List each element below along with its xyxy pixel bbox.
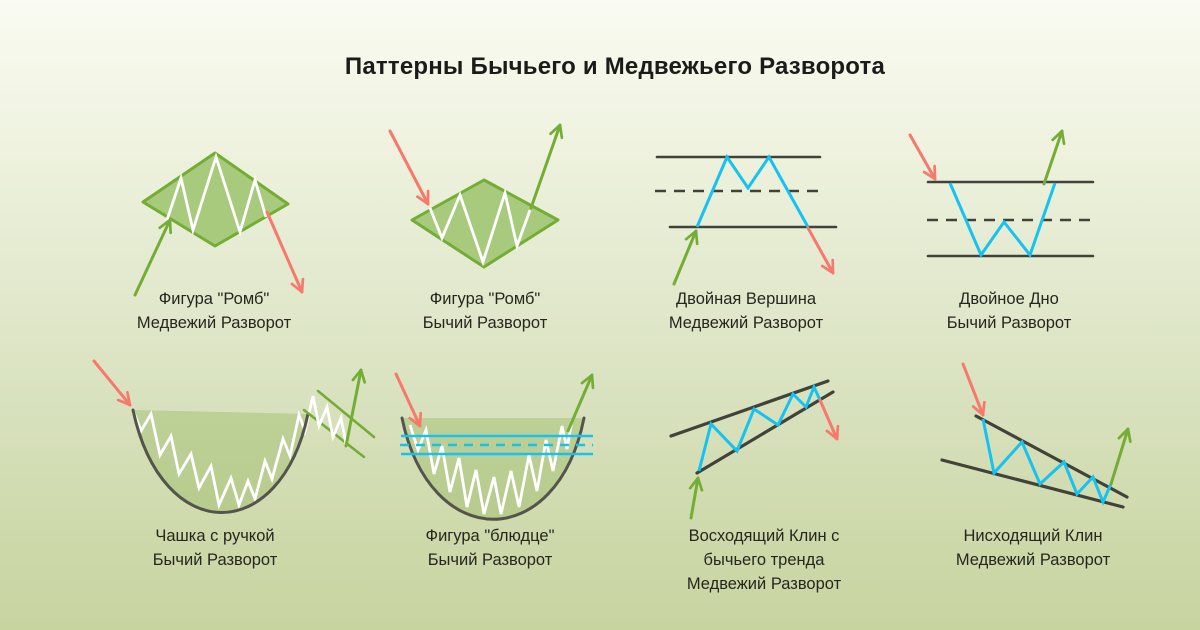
- pattern-label: Двойная Вершина Медвежий Разворот: [636, 287, 856, 335]
- pattern-name: Чашка с ручкой: [155, 527, 275, 545]
- pattern-name: Фигура "Ромб": [158, 290, 270, 308]
- pattern-name: Фигура "блюдце": [425, 527, 555, 545]
- pattern-label: Двойное Дно Бычий Разворот: [899, 287, 1119, 335]
- pattern-label: Чашка с ручкой Бычий Разворот: [105, 524, 325, 572]
- pattern-name: Восходящий Клин с бычьего тренда: [688, 527, 840, 569]
- rising-wedge-figure: [669, 379, 840, 520]
- pattern-type: Медвежий Разворот: [136, 314, 292, 332]
- price-zigzag: [165, 152, 268, 237]
- uptrend-arrow-icon: [529, 123, 564, 210]
- cup-fill: [133, 410, 308, 513]
- downtrend-arrow-icon: [961, 362, 986, 417]
- pattern-type: Бычий Разворот: [422, 314, 548, 332]
- uptrend-arrow-icon: [344, 368, 367, 448]
- pattern-type: Бычий Разворот: [427, 551, 553, 569]
- handle-channel-upper-line: [316, 389, 376, 439]
- uptrend-arrow-icon: [672, 229, 699, 286]
- pattern-name: Двойная Вершина: [675, 290, 817, 308]
- price-zigzag: [428, 187, 532, 267]
- pattern-name: Нисходящий Клин: [963, 527, 1103, 545]
- pattern-type: Медвежий Разворот: [668, 314, 824, 332]
- falling-wedge-figure: [940, 362, 1132, 509]
- diamond-shape: [141, 151, 290, 248]
- diamond-shape: [410, 178, 560, 269]
- uptrend-arrow-icon: [133, 218, 172, 297]
- pattern-name: Фигура "Ромб": [429, 290, 541, 308]
- pattern-type: Медвежий Разворот: [955, 551, 1111, 569]
- wedge-lower-line: [695, 390, 835, 475]
- page-title: Паттерны Бычьего и Медвежьего Разворота: [344, 53, 886, 80]
- double-top-figure: [655, 153, 838, 286]
- price-zigzag: [948, 182, 1057, 259]
- price-zigzag: [408, 419, 574, 515]
- price-zigzag: [697, 383, 822, 472]
- wedge-upper-line: [974, 414, 1129, 499]
- cup-with-handle-figure: [92, 359, 376, 514]
- pattern-label: Фигура "Ромб" Медвежий Разворот: [104, 287, 324, 335]
- downtrend-arrow-icon: [806, 226, 835, 275]
- downtrend-arrow-icon: [908, 133, 937, 181]
- wedge-lower-line: [940, 458, 1125, 509]
- saucer-fill: [402, 418, 584, 520]
- pattern-type: Медвежий Разворот: [686, 575, 842, 593]
- cup-outline: [131, 408, 310, 514]
- pattern-type: Бычий Разворот: [946, 314, 1072, 332]
- uptrend-arrow-icon: [688, 476, 704, 520]
- downtrend-arrow-icon: [388, 129, 430, 206]
- wedge-upper-line: [669, 379, 830, 438]
- pattern-label: Восходящий Клин с бычьего тренда Медвежи…: [669, 524, 859, 596]
- pattern-label: Фигура "Ромб" Бычий Разворот: [375, 287, 595, 335]
- handle-zigzag: [311, 395, 348, 445]
- diamond-bullish-figure: [388, 123, 564, 269]
- double-bottom-figure: [908, 129, 1095, 259]
- pattern-label: Нисходящий Клин Медвежий Разворот: [923, 524, 1143, 572]
- saucer-figure: [394, 372, 595, 521]
- uptrend-arrow-icon: [566, 373, 595, 433]
- downtrend-arrow-icon: [92, 359, 132, 407]
- downtrend-arrow-icon: [265, 210, 305, 294]
- downtrend-arrow-icon: [394, 372, 423, 428]
- uptrend-arrow-icon: [1042, 129, 1066, 186]
- price-zigzag: [695, 153, 810, 228]
- pattern-name: Двойное Дно: [959, 290, 1059, 308]
- price-zigzag: [981, 418, 1113, 506]
- price-zigzag: [131, 395, 315, 510]
- downtrend-arrow-icon: [818, 398, 840, 441]
- pattern-label: Фигура "блюдце" Бычий Разворот: [380, 524, 600, 572]
- diamond-bearish-figure: [133, 151, 305, 297]
- pattern-type: Бычий Разворот: [152, 551, 278, 569]
- saucer-outline: [400, 416, 586, 521]
- uptrend-arrow-icon: [1109, 427, 1132, 486]
